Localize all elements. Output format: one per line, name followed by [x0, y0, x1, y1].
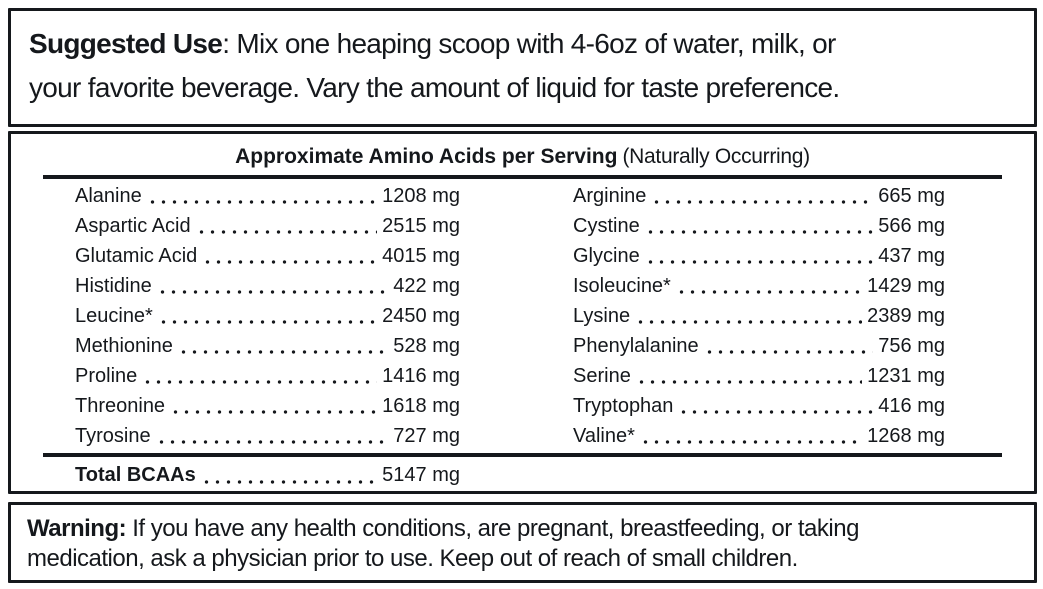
- amino-name: Glutamic Acid: [75, 245, 198, 267]
- total-divider-rule: [43, 453, 1002, 457]
- dot-leader: [701, 331, 874, 361]
- amino-value: 1618 mg: [382, 395, 460, 417]
- dot-leader: [168, 391, 378, 421]
- table-row: Arginine 665 mg: [573, 181, 945, 211]
- dot-leader: [633, 361, 863, 391]
- total-row-wrap: Total BCAAs 5147 mg: [11, 459, 1034, 491]
- total-bcaas-row: Total BCAAs 5147 mg: [75, 459, 460, 491]
- amino-name: Isoleucine*: [573, 275, 671, 297]
- amino-value: 1416 mg: [382, 365, 460, 387]
- warning-text-line1: If you have any health conditions, are p…: [126, 515, 859, 542]
- amino-column-right: Arginine 665 mg Cystine 566 mg Glycine 437 …: [573, 181, 945, 451]
- amino-value: 1429 mg: [867, 275, 945, 297]
- table-row: Leucine* 2450 mg: [75, 301, 460, 331]
- table-row: Tyrosine 727 mg: [75, 421, 460, 451]
- dot-leader: [633, 301, 863, 331]
- amino-value: 528 mg: [393, 335, 460, 357]
- suggested-use-panel: Suggested Use: Mix one heaping scoop wit…: [8, 8, 1037, 127]
- amino-value: 4015 mg: [382, 245, 460, 267]
- suggested-use-line1: Suggested Use: Mix one heaping scoop wit…: [29, 22, 1016, 66]
- dot-leader: [637, 421, 863, 451]
- amino-name: Leucine*: [75, 305, 153, 327]
- amino-value: 1208 mg: [382, 185, 460, 207]
- amino-name: Phenylalanine: [573, 335, 699, 357]
- dot-leader: [140, 361, 378, 391]
- table-row: Alanine 1208 mg: [75, 181, 460, 211]
- dot-leader: [649, 181, 874, 211]
- header-divider-rule: [43, 175, 1002, 179]
- amino-value: 1231 mg: [867, 365, 945, 387]
- amino-name: Alanine: [75, 185, 142, 207]
- amino-table-title: Approximate Amino Acids per Serving: [235, 145, 618, 168]
- amino-name: Threonine: [75, 395, 166, 417]
- amino-value: 437 mg: [878, 245, 945, 267]
- amino-acids-panel: Approximate Amino Acids per Serving (Natu…: [8, 131, 1037, 494]
- dot-leader: [175, 331, 389, 361]
- amino-value: 2389 mg: [867, 305, 945, 327]
- total-bcaas-label: Total BCAAs: [75, 464, 196, 486]
- table-row: Glycine 437 mg: [573, 241, 945, 271]
- amino-name: Arginine: [573, 185, 647, 207]
- amino-name: Tyrosine: [75, 425, 151, 447]
- warning-line1: Warning: If you have any health conditio…: [27, 514, 1018, 544]
- amino-name: Proline: [75, 365, 138, 387]
- amino-name: Glycine: [573, 245, 640, 267]
- table-row: Cystine 566 mg: [573, 211, 945, 241]
- table-row: Tryptophan 416 mg: [573, 391, 945, 421]
- table-row: Serine 1231 mg: [573, 361, 945, 391]
- amino-name: Aspartic Acid: [75, 215, 191, 237]
- warning-text-line2: medication, ask a physician prior to use…: [27, 545, 798, 572]
- dot-leader: [144, 181, 378, 211]
- table-row: Aspartic Acid 2515 mg: [75, 211, 460, 241]
- dot-leader: [155, 301, 378, 331]
- amino-name: Valine*: [573, 425, 635, 447]
- dot-leader: [673, 271, 863, 301]
- warning-label: Warning:: [27, 515, 127, 542]
- dot-leader: [153, 421, 389, 451]
- dot-leader: [642, 241, 874, 271]
- table-row: Valine* 1268 mg: [573, 421, 945, 451]
- amino-value: 727 mg: [393, 425, 460, 447]
- dot-leader: [200, 241, 378, 271]
- amino-name: Cystine: [573, 215, 640, 237]
- amino-value: 2515 mg: [382, 215, 460, 237]
- amino-columns: Alanine 1208 mg Aspartic Acid 2515 mg Glut…: [11, 181, 1034, 451]
- amino-value: 2450 mg: [382, 305, 460, 327]
- suggested-use-text-line1: : Mix one heaping scoop with 4-6oz of wa…: [222, 28, 836, 59]
- table-row: Isoleucine* 1429 mg: [573, 271, 945, 301]
- amino-table-header: Approximate Amino Acids per Serving (Natu…: [11, 134, 1034, 172]
- amino-name: Tryptophan: [573, 395, 674, 417]
- dot-leader: [198, 459, 378, 491]
- amino-value: 422 mg: [393, 275, 460, 297]
- amino-name: Methionine: [75, 335, 173, 357]
- suggested-use-label: Suggested Use: [29, 28, 223, 59]
- amino-name: Histidine: [75, 275, 152, 297]
- amino-column-left: Alanine 1208 mg Aspartic Acid 2515 mg Glut…: [75, 181, 460, 451]
- dot-leader: [154, 271, 389, 301]
- table-row: Threonine 1618 mg: [75, 391, 460, 421]
- total-bcaas-value: 5147 mg: [382, 464, 460, 486]
- table-row: Phenylalanine 756 mg: [573, 331, 945, 361]
- table-row: Glutamic Acid 4015 mg: [75, 241, 460, 271]
- amino-table-title-note: (Naturally Occurring): [622, 145, 810, 168]
- amino-name: Lysine: [573, 305, 631, 327]
- table-row: Histidine 422 mg: [75, 271, 460, 301]
- table-row: Lysine 2389 mg: [573, 301, 945, 331]
- dot-leader: [676, 391, 874, 421]
- dot-leader: [642, 211, 874, 241]
- amino-value: 416 mg: [878, 395, 945, 417]
- table-row: Methionine 528 mg: [75, 331, 460, 361]
- suggested-use-text-line2: your favorite beverage. Vary the amount …: [29, 72, 840, 103]
- amino-value: 1268 mg: [867, 425, 945, 447]
- warning-panel: Warning: If you have any health conditio…: [8, 502, 1037, 583]
- amino-value: 566 mg: [878, 215, 945, 237]
- table-row: Proline 1416 mg: [75, 361, 460, 391]
- amino-name: Serine: [573, 365, 631, 387]
- amino-value: 665 mg: [878, 185, 945, 207]
- dot-leader: [193, 211, 378, 241]
- amino-value: 756 mg: [878, 335, 945, 357]
